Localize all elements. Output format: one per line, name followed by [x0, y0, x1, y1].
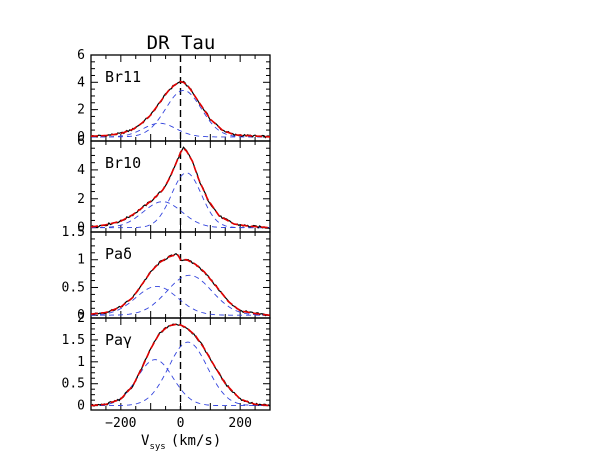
y-tick-label: 0 [77, 221, 85, 236]
y-tick-label: 1.5 [62, 333, 85, 348]
y-tick-label: 0 [77, 308, 85, 323]
x-axis-label: Vsys (km/s) [141, 433, 221, 452]
x-tick-label: −200 [105, 416, 136, 431]
y-tick-label: 2 [77, 192, 85, 207]
x-tick-label: 0 [177, 416, 185, 431]
model-fit [91, 80, 271, 138]
panel-label: Paγ [105, 331, 132, 349]
panel-2: 0 0.5 1 1.5 Paδ [62, 225, 271, 323]
y-tick-label: 0 [77, 130, 85, 145]
gaussian-component-1 [91, 122, 270, 138]
model-fit [90, 147, 271, 229]
x-axis-label-sub: sys [149, 442, 165, 452]
gaussian-component-1 [91, 201, 270, 229]
model-fit [90, 253, 271, 316]
y-tick-label: 0.5 [62, 280, 85, 295]
gaussian-component-0 [91, 274, 270, 316]
chart-title: DR Tau [147, 32, 216, 54]
panel-label: Br10 [105, 154, 141, 172]
y-tick-label: 6 [77, 134, 85, 149]
y-tick-label: 1.5 [62, 225, 85, 240]
y-tick-label: 0.5 [62, 377, 85, 392]
panel-label: Paδ [105, 245, 132, 263]
y-tick-label: 0 [77, 399, 85, 414]
panel-0: 0 2 4 6 Br11 [77, 48, 271, 145]
x-tick-label: 200 [228, 416, 251, 431]
y-tick-label: 4 [77, 75, 85, 90]
gaussian-component-0 [91, 341, 270, 407]
y-tick-label: 1 [77, 253, 85, 268]
panel-3: 0 0.5 1 1.5 2 −200 0 200 Paγ [62, 311, 271, 431]
y-tick-label: 6 [77, 48, 85, 63]
gaussian-component-1 [91, 285, 270, 316]
model-fit [90, 323, 271, 407]
y-tick-label: 2 [77, 311, 85, 326]
panel-label: Br11 [105, 68, 141, 86]
x-axis-label-unit: (km/s) [171, 433, 222, 449]
panels: 0246Br110246Br1000.511.5Paδ00.511.52−200… [62, 48, 271, 431]
x-axis-label-main: V [141, 433, 150, 449]
y-tick-label: 2 [77, 103, 85, 118]
y-tick-label: 4 [77, 163, 85, 178]
y-tick-label: 1 [77, 355, 85, 370]
panel-1: 0 2 4 6 Br10 [77, 134, 271, 236]
